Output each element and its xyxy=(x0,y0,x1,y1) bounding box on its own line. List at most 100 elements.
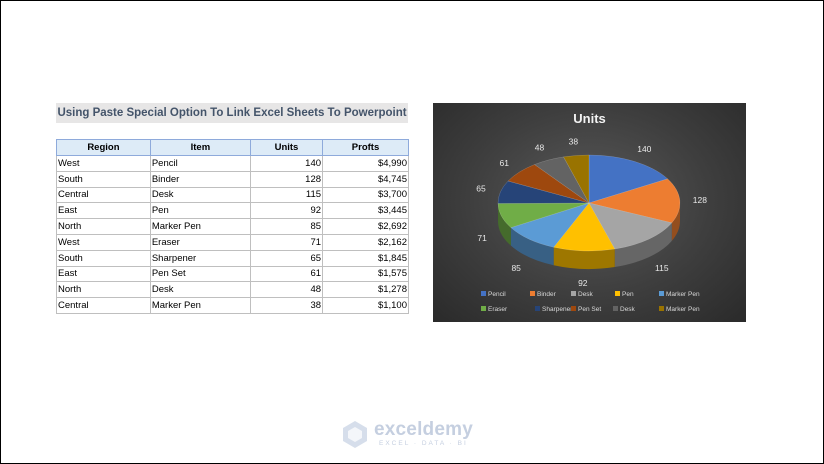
legend-label[interactable]: Pen Set xyxy=(578,306,601,313)
cell-item[interactable]: Marker Pen xyxy=(150,218,251,235)
legend-swatch xyxy=(659,291,664,296)
cell-profit[interactable]: $3,700 xyxy=(322,187,409,204)
table-row[interactable]: North Marker Pen 85 $2,692 xyxy=(56,218,409,235)
legend-label[interactable]: Pen xyxy=(622,291,634,298)
table-row[interactable]: East Pen Set 61 $1,575 xyxy=(56,266,409,283)
cell-region[interactable]: East xyxy=(56,266,151,283)
pie-slice-8[interactable] xyxy=(534,156,590,204)
pie-data-label: 61 xyxy=(500,158,510,168)
cell-profit[interactable]: $1,278 xyxy=(322,281,409,299)
legend-swatch xyxy=(571,306,576,311)
cell-region[interactable]: North xyxy=(56,218,151,235)
cell-item[interactable]: Pen xyxy=(150,202,251,220)
exceldemy-logo-icon xyxy=(343,421,367,448)
pie-slice-7[interactable] xyxy=(507,164,590,204)
cell-profit[interactable]: $3,445 xyxy=(322,202,409,220)
cell-profit[interactable]: $1,845 xyxy=(322,250,409,267)
cell-profit[interactable]: $4,745 xyxy=(322,171,409,188)
watermark-tagline: EXCEL · DATA · BI xyxy=(379,440,468,447)
pie-slice-6[interactable] xyxy=(497,180,590,204)
cell-item[interactable]: Desk xyxy=(150,281,251,299)
cell-item[interactable]: Eraser xyxy=(150,234,251,251)
pie-data-label: 92 xyxy=(578,278,588,288)
legend-label[interactable]: Eraser xyxy=(488,306,508,313)
pie-data-label: 71 xyxy=(477,233,487,243)
header-item[interactable]: Item xyxy=(149,139,251,156)
pie-slice-side xyxy=(498,203,511,246)
cell-item[interactable]: Sharpener xyxy=(150,250,251,267)
cell-profit[interactable]: $2,692 xyxy=(322,218,409,235)
pie-slice-side xyxy=(671,203,680,241)
legend-swatch xyxy=(571,291,576,296)
pie-data-label: 65 xyxy=(476,184,486,194)
legend-label[interactable]: Marker Pen xyxy=(666,306,700,313)
cell-region[interactable]: South xyxy=(56,250,151,267)
table-row[interactable]: East Pen 92 $3,445 xyxy=(56,202,409,220)
cell-units[interactable]: 48 xyxy=(250,281,324,299)
pie-slice-2[interactable] xyxy=(588,202,673,250)
table-row[interactable]: West Eraser 71 $2,162 xyxy=(56,234,409,251)
cell-region[interactable]: North xyxy=(56,281,151,299)
pie-slice-side xyxy=(553,247,615,269)
header-region[interactable]: Region xyxy=(56,139,151,156)
exceldemy-watermark: exceldemy EXCEL · DATA · BI xyxy=(341,419,491,449)
units-pie-chart[interactable]: Units 140 128 115 92 85 71 65 61 48 38 Pencil Binde… xyxy=(433,103,746,322)
cell-item[interactable]: Binder xyxy=(150,171,251,188)
legend-label[interactable]: Binder xyxy=(537,291,557,298)
legend-swatch xyxy=(535,306,540,311)
legend-label[interactable]: Desk xyxy=(578,291,594,298)
table-row[interactable]: South Sharpener 65 $1,845 xyxy=(56,250,409,267)
header-profits[interactable]: Profts xyxy=(322,139,409,156)
pie-slice-0[interactable] xyxy=(588,154,669,204)
chart-title: Units xyxy=(573,111,606,126)
cell-item[interactable]: Marker Pen xyxy=(150,297,251,314)
pie-data-label: 38 xyxy=(569,137,579,147)
legend-label[interactable]: Desk xyxy=(620,306,636,313)
cell-units[interactable]: 115 xyxy=(250,187,324,204)
cell-profit[interactable]: $1,575 xyxy=(322,266,409,283)
table-row[interactable]: North Desk 48 $1,278 xyxy=(56,281,409,299)
cell-region[interactable]: West xyxy=(56,234,151,251)
cell-units[interactable]: 128 xyxy=(250,171,324,188)
pie-slice-5[interactable] xyxy=(497,202,590,228)
data-table[interactable]: Region Item Units Profts West Pencil 140 $4… xyxy=(56,139,409,314)
table-row[interactable]: Central Marker Pen 38 $1,100 xyxy=(56,297,409,314)
cell-profit[interactable]: $2,162 xyxy=(322,234,409,251)
pie-data-label: 128 xyxy=(693,195,707,205)
cell-item[interactable]: Pencil xyxy=(150,155,251,172)
cell-region[interactable]: Central xyxy=(56,187,151,204)
cell-item[interactable]: Desk xyxy=(150,187,251,204)
header-units[interactable]: Units xyxy=(249,139,324,156)
pie-data-label: 140 xyxy=(637,144,651,154)
cell-item[interactable]: Pen Set xyxy=(150,266,251,283)
cell-units[interactable]: 38 xyxy=(250,297,324,314)
cell-units[interactable]: 85 xyxy=(250,218,324,235)
cell-units[interactable]: 65 xyxy=(250,250,324,267)
legend-swatch xyxy=(481,306,486,311)
table-row[interactable]: West Pencil 140 $4,990 xyxy=(56,155,409,172)
cell-profit[interactable]: $4,990 xyxy=(322,155,409,172)
legend-swatch xyxy=(481,291,486,296)
pie-slice-4[interactable] xyxy=(510,202,590,248)
cell-units[interactable]: 92 xyxy=(250,202,324,220)
cell-units[interactable]: 140 xyxy=(250,155,324,172)
cell-units[interactable]: 61 xyxy=(250,266,324,283)
pie-data-label: 48 xyxy=(535,143,545,153)
cell-region[interactable]: West xyxy=(56,155,151,172)
table-header-row: Region Item Units Profts xyxy=(56,139,409,156)
legend-label[interactable]: Pencil xyxy=(488,291,506,298)
cell-profit[interactable]: $1,100 xyxy=(322,297,409,314)
pie-slice-1[interactable] xyxy=(588,178,681,224)
table-row[interactable]: South Binder 128 $4,745 xyxy=(56,171,409,188)
cell-region[interactable]: East xyxy=(56,202,151,220)
pie-slice-9[interactable] xyxy=(563,154,590,204)
watermark-brand: exceldemy xyxy=(374,419,473,440)
cell-units[interactable]: 71 xyxy=(250,234,324,251)
table-row[interactable]: Central Desk 115 $3,700 xyxy=(56,187,409,204)
pie-slice-3[interactable] xyxy=(553,202,616,252)
legend-label[interactable]: Marker Pen xyxy=(666,291,700,298)
cell-region[interactable]: South xyxy=(56,171,151,188)
cell-region[interactable]: Central xyxy=(56,297,151,314)
legend-label[interactable]: Sharpener xyxy=(542,306,573,313)
pie-slice-side xyxy=(614,222,672,268)
